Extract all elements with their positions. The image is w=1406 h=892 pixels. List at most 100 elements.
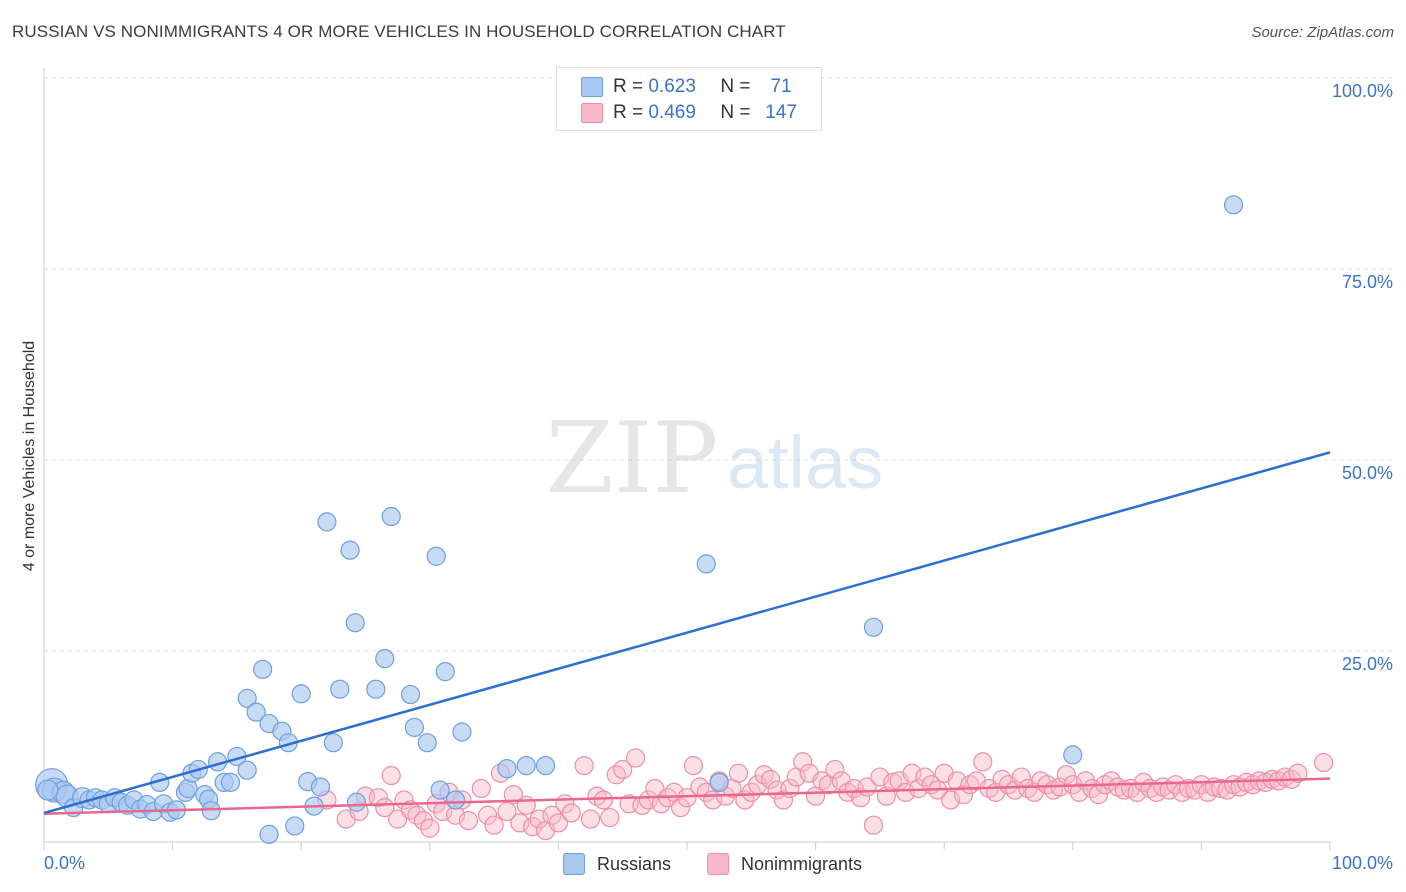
- legend-row-russians: R = 0.623 N = 71: [581, 74, 801, 100]
- legend-row-nonimmigrants: R = 0.469 N = 147: [581, 100, 801, 126]
- russians-point: [435, 662, 455, 682]
- y-tick-label: 25.0%: [1342, 654, 1393, 674]
- nonimmigrants-point: [851, 788, 871, 808]
- nonimmigrants-point: [407, 805, 427, 825]
- legend-swatch-nonimmigrants: [581, 103, 603, 123]
- russians-point: [340, 540, 360, 560]
- nonimmigrants-point: [1166, 775, 1186, 795]
- x-tick-label: 100.0%: [1332, 853, 1393, 873]
- russians-point: [400, 684, 421, 705]
- russians-point: [220, 772, 241, 793]
- russians-point: [237, 688, 257, 708]
- russians-point: [696, 554, 716, 574]
- bottom-legend-label-nonimmigrants: Nonimmigrants: [741, 853, 863, 874]
- bottom-legend-russians: Russians: [563, 852, 671, 876]
- nonimmigrants-point: [580, 809, 601, 829]
- legend-n-value-nonimmigrants: 147: [765, 102, 797, 123]
- bottom-legend-swatch-nonimmigrants: [707, 853, 729, 875]
- nonimmigrants-point: [400, 800, 421, 820]
- nonimmigrants-point: [381, 765, 401, 786]
- nonimmigrants-point: [548, 813, 569, 833]
- legend-n-value-russians: 71: [770, 76, 792, 97]
- nonimmigrants-point: [1056, 765, 1076, 785]
- russians-point: [445, 790, 466, 810]
- grid-layer: [43, 68, 1394, 850]
- legend-n-label: N =: [720, 102, 751, 123]
- nonimmigrants-point: [1288, 763, 1308, 783]
- nonimmigrants-point: [941, 790, 961, 810]
- russians-point: [323, 733, 343, 753]
- nonimmigrants-point: [471, 778, 491, 799]
- nonimmigrants-point: [973, 752, 993, 772]
- bottom-legend-nonimmigrants: Nonimmigrants: [707, 852, 862, 876]
- russians-points: [35, 195, 1244, 844]
- russians-point: [291, 684, 311, 704]
- tick-labels: 25.0% 50.0% 75.0% 100.0% 0.0% 100.0%: [44, 81, 1393, 873]
- nonimmigrants-point: [413, 811, 433, 831]
- legend-r-value-russians: 0.623: [648, 76, 696, 97]
- nonimmigrants-point: [606, 765, 626, 785]
- russians-point: [346, 792, 367, 812]
- russians-point: [285, 816, 305, 836]
- russians-point: [237, 760, 257, 780]
- y-tick-label: 75.0%: [1342, 272, 1393, 292]
- russians-point: [330, 679, 350, 699]
- russians-point: [375, 649, 395, 669]
- nonimmigrants-point: [677, 788, 697, 808]
- nonimmigrants-points: [317, 748, 1334, 841]
- nonimmigrants-point: [529, 809, 549, 829]
- nonimmigrants-point: [510, 813, 530, 833]
- russians-point: [452, 722, 472, 742]
- nonimmigrants-point: [1198, 782, 1218, 802]
- watermark: ZIP atlas: [546, 402, 884, 516]
- y-axis-label: 4 or more Vehicles in Household: [21, 340, 38, 572]
- legend-r-label: R =: [613, 76, 644, 97]
- nonimmigrants-point: [1313, 752, 1334, 773]
- y-tick-label: 100.0%: [1332, 81, 1393, 101]
- chart-title: RUSSIAN VS NONIMMIGRANTS 4 OR MORE VEHIC…: [12, 22, 786, 41]
- nonimmigrants-point: [625, 748, 646, 768]
- nonimmigrants-point: [542, 805, 562, 825]
- russians-point: [246, 702, 266, 722]
- nonimmigrants-point: [773, 790, 794, 810]
- nonimmigrants-point: [638, 790, 659, 810]
- russians-trend-line: [43, 451, 1331, 815]
- nonimmigrants-point: [741, 782, 761, 802]
- russians-point: [310, 777, 331, 797]
- nonimmigrants-point: [368, 788, 388, 808]
- nonimmigrants-point: [613, 759, 633, 780]
- nonimmigrants-point: [728, 763, 749, 783]
- nonimmigrants-point: [760, 769, 781, 789]
- nonimmigrants-point: [896, 782, 916, 802]
- x-tick-label: 0.0%: [44, 853, 85, 873]
- russians-point: [709, 772, 729, 793]
- legend-r-value-nonimmigrants: 0.469: [648, 102, 696, 123]
- y-tick-label: 50.0%: [1342, 463, 1393, 483]
- bottom-legend-swatch-russians: [563, 853, 585, 875]
- russians-point: [535, 755, 556, 776]
- russians-point: [381, 506, 401, 527]
- nonimmigrants-point: [683, 755, 704, 776]
- nonimmigrants-point: [1211, 778, 1231, 799]
- nonimmigrants-point: [484, 815, 504, 835]
- russians-point: [404, 717, 424, 738]
- russians-point: [201, 801, 221, 821]
- nonimmigrants-point: [793, 752, 813, 772]
- nonimmigrants-point: [870, 767, 890, 787]
- nonimmigrants-point: [600, 807, 620, 828]
- russians-point: [430, 780, 450, 800]
- legend-swatch-russians: [581, 77, 603, 97]
- nonimmigrants-point: [458, 811, 478, 831]
- russians-point: [863, 617, 884, 637]
- watermark-zip: ZIP: [546, 402, 719, 516]
- russians-point: [259, 824, 279, 844]
- nonimmigrants-point: [503, 785, 523, 805]
- nonimmigrants-point: [523, 817, 543, 837]
- nonimmigrants-point: [670, 798, 691, 818]
- legend-n-label: N =: [720, 76, 751, 97]
- russians-point: [497, 759, 517, 779]
- nonimmigrants-point: [1069, 782, 1089, 802]
- nonimmigrants-point: [420, 818, 440, 838]
- bottom-legend-label-russians: Russians: [597, 853, 672, 874]
